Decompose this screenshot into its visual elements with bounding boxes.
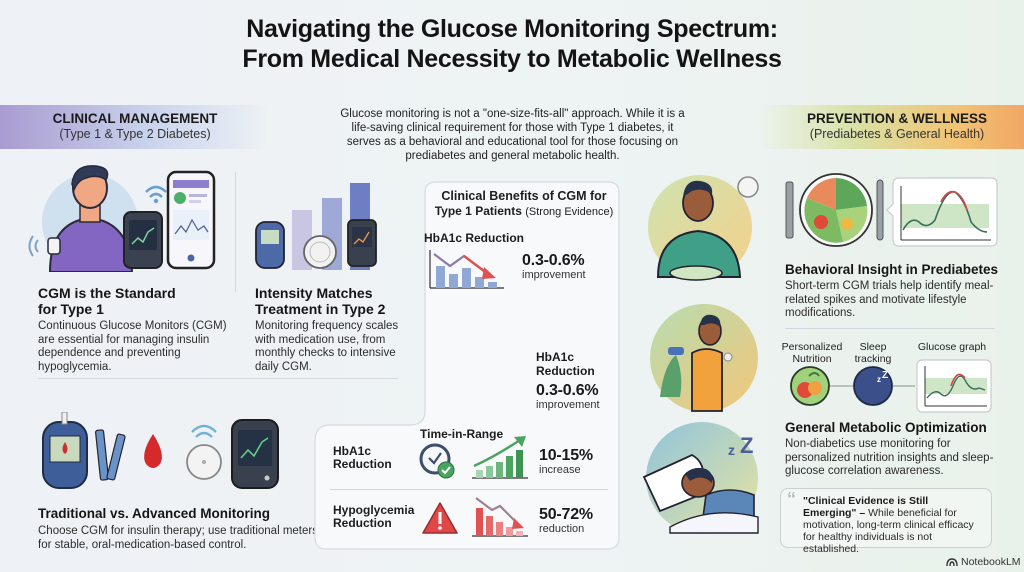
glucose-graph-label: Glucose graph	[917, 341, 987, 353]
bar-chart-up-icon	[472, 436, 528, 479]
prevention-wellness-band: PREVENTION & WELLNESS (Prediabetes & Gen…	[760, 105, 1024, 149]
glucose-graph-icon	[916, 359, 992, 413]
time-in-range-stat: 10-15% increase	[539, 447, 593, 476]
clinical-management-band: CLINICAL MANAGEMENT (Type 1 & Type 2 Dia…	[0, 105, 270, 149]
quote-icon: “	[787, 489, 796, 509]
hba1c-label-3: HbA1c Reduction	[333, 444, 392, 471]
notebooklm-brand: NotebookLM	[946, 556, 1021, 568]
svg-text:z: z	[877, 375, 881, 384]
svg-text:Z: Z	[882, 370, 888, 381]
clock-check-icon	[419, 443, 455, 479]
warning-triangle-icon	[422, 502, 458, 534]
metabolic-optimization-section: General Metabolic Optimization Non-diabe…	[785, 420, 994, 477]
bar-chart-down-icon	[429, 250, 504, 289]
hba1c-stat: 0.3-0.6% improvement	[522, 252, 586, 281]
divider	[330, 489, 608, 490]
notebooklm-logo-icon	[946, 558, 958, 567]
lifestyle-people-illustration: z Z	[642, 175, 759, 534]
intro-text: Glucose monitoring is not a "one-size-fi…	[340, 108, 685, 162]
fruit-icon	[790, 366, 830, 406]
svg-text:z: z	[728, 442, 735, 458]
meal-glucose-illustration	[785, 173, 998, 247]
hypoglycemia-stat: 50-72% reduction	[539, 506, 593, 535]
type2-intensity-illustration	[255, 183, 377, 270]
cgm-user-illustration	[28, 165, 216, 272]
behavioral-insight-section: Behavioral Insight in Prediabetes Short-…	[785, 262, 999, 319]
sleep-tracking-label: Sleep tracking	[854, 341, 892, 365]
divider	[785, 328, 995, 329]
benefits-title: Clinical Benefits of CGM for Type 1 Pati…	[434, 189, 614, 218]
intensity-section: Intensity Matches Treatment in Type 2 Mo…	[255, 285, 399, 373]
hypoglycemia-label: Hypoglycemia Reduction	[333, 503, 415, 530]
hba1c-label: HbA1c Reduction	[424, 231, 525, 245]
traditional-vs-advanced-devices	[42, 412, 279, 489]
hba1c-stat-2: HbA1c Reduction 0.3-0.6% improvement	[536, 350, 600, 412]
personalized-nutrition-label: Personalized Nutrition	[781, 341, 843, 365]
svg-text:Z: Z	[740, 433, 753, 458]
evidence-quote-box: “ "Clinical Evidence is Still Emerging" …	[780, 488, 992, 555]
cgm-standard-section: CGM is the Standard for Type 1 Continuou…	[38, 285, 227, 373]
page-title: Navigating the Glucose Monitoring Spectr…	[242, 15, 782, 73]
bar-chart-down-red-icon	[472, 497, 528, 537]
moon-sleep-icon: z Z	[853, 366, 893, 406]
time-in-range-label: Time-in-Range	[420, 427, 504, 441]
benefits-card-shape	[314, 181, 620, 550]
traditional-vs-advanced-section: Traditional vs. Advanced Monitoring Choo…	[38, 506, 318, 551]
metabolic-mini-icons: z Z	[790, 359, 992, 413]
divider	[38, 378, 398, 379]
divider	[235, 172, 236, 292]
